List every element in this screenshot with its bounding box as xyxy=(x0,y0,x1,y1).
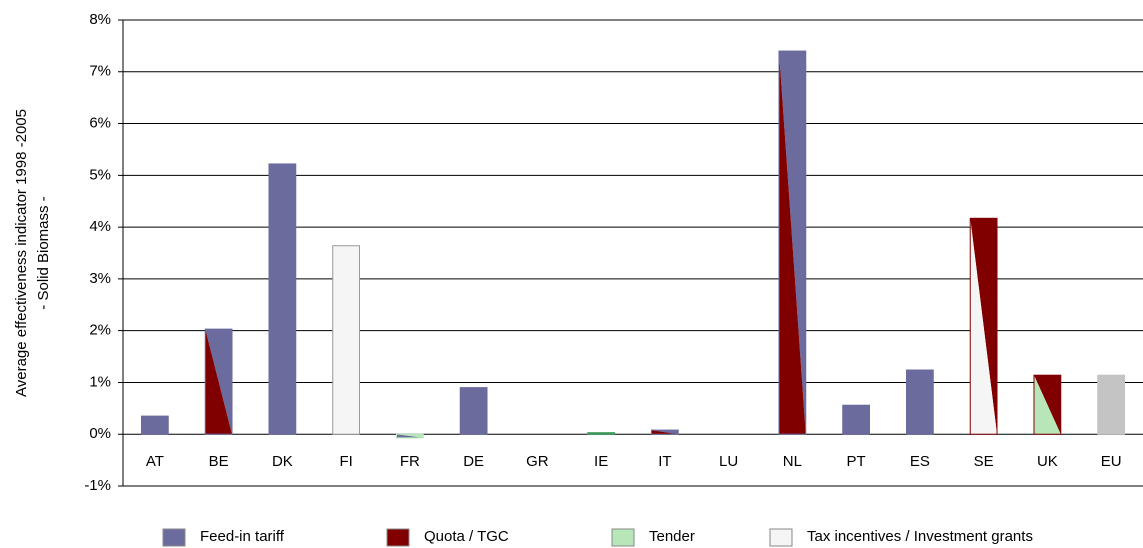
y-tick-label: 7% xyxy=(89,63,111,80)
bar-part xyxy=(970,218,998,435)
y-tick-label: 0% xyxy=(89,425,111,442)
x-tick-label: UK xyxy=(1037,453,1058,470)
y-axis-label: - Solid Biomass - xyxy=(35,196,52,309)
legend-swatch xyxy=(386,528,410,547)
legend-label: Tax incentives / Investment grants xyxy=(807,528,1033,545)
y-tick-label: 6% xyxy=(89,115,111,132)
bar xyxy=(587,432,616,435)
bar-part xyxy=(778,51,806,435)
bar-part xyxy=(778,51,806,435)
x-tick-label: AT xyxy=(146,453,164,470)
legend-label: Feed-in tariff xyxy=(200,528,285,545)
bar xyxy=(778,50,807,435)
bar xyxy=(459,387,488,435)
x-tick-label: IT xyxy=(658,453,671,470)
x-tick-label: LU xyxy=(719,453,738,470)
legend-label: Quota / TGC xyxy=(424,528,509,545)
x-tick-label: EU xyxy=(1101,453,1122,470)
bar xyxy=(268,163,297,435)
bar-part xyxy=(1033,375,1061,435)
x-tick-label: FI xyxy=(339,453,352,470)
bar xyxy=(1033,374,1062,435)
bar-part xyxy=(970,218,998,435)
bar xyxy=(650,429,679,435)
bar-outline xyxy=(1033,374,1062,435)
bar xyxy=(969,217,998,435)
bar xyxy=(395,433,424,439)
y-tick-label: 2% xyxy=(89,322,111,339)
legend-label: Tender xyxy=(649,528,695,545)
y-axis-label: Average effectiveness indicator 1998 -20… xyxy=(13,109,30,397)
x-tick-label: DK xyxy=(272,453,293,470)
x-tick-label: ES xyxy=(910,453,930,470)
x-tick-label: BE xyxy=(209,453,229,470)
bar-part xyxy=(651,430,679,435)
legend-swatch xyxy=(769,528,793,547)
bar-part xyxy=(396,434,424,438)
x-tick-label: GR xyxy=(526,453,549,470)
y-tick-label: 3% xyxy=(89,270,111,287)
bar-part xyxy=(205,329,233,435)
bar-outline xyxy=(778,50,807,435)
bar xyxy=(332,245,361,435)
bar-outline xyxy=(650,429,679,435)
bar-part xyxy=(651,430,679,435)
bar xyxy=(842,404,871,435)
legend-swatch xyxy=(162,528,186,547)
y-tick-label: 4% xyxy=(89,218,111,235)
x-tick-label: NL xyxy=(783,453,802,470)
x-tick-label: SE xyxy=(974,453,994,470)
legend-swatch xyxy=(611,528,635,547)
bar xyxy=(1097,374,1126,435)
x-tick-label: DE xyxy=(463,453,484,470)
bar xyxy=(905,369,934,435)
bar xyxy=(140,415,169,435)
x-tick-label: IE xyxy=(594,453,608,470)
x-tick-label: FR xyxy=(400,453,420,470)
bar xyxy=(204,328,233,435)
bar-outline xyxy=(969,217,998,435)
y-tick-label: 8% xyxy=(89,11,111,28)
y-tick-label: 1% xyxy=(89,373,111,390)
bar-outline xyxy=(204,328,233,435)
y-tick-label: 5% xyxy=(89,166,111,183)
y-tick-label: -1% xyxy=(84,477,111,494)
x-tick-label: PT xyxy=(847,453,866,470)
bar-outline xyxy=(395,433,424,439)
